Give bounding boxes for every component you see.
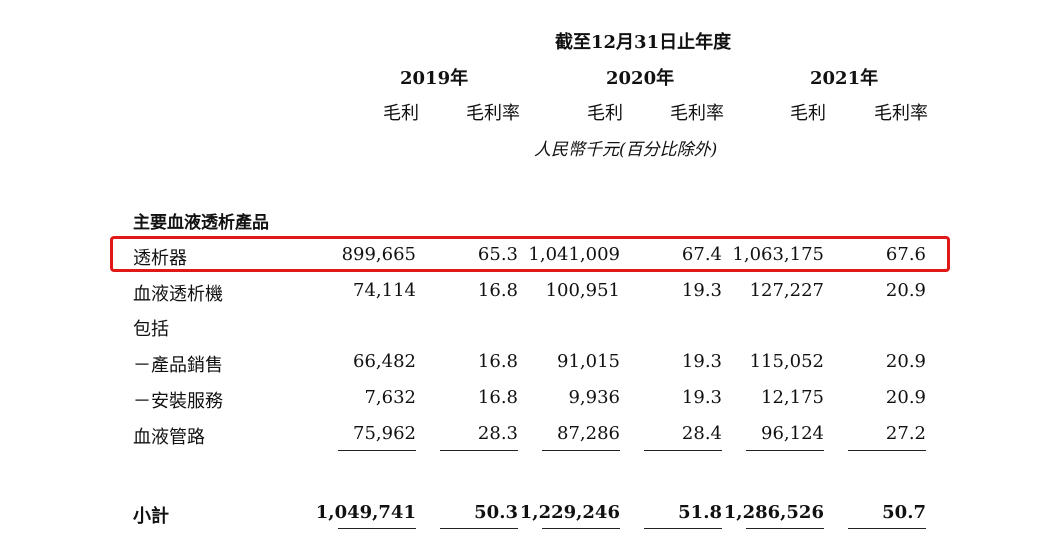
subtotal-cell: 50.7 [882,502,926,523]
divider-line [848,528,926,529]
divider-line [644,450,722,451]
divider-line [848,450,926,451]
table-cell: 115,052 [749,351,824,372]
table-cell: 96,124 [761,423,824,444]
row-label: －安裝服務 [133,391,223,412]
table-cell: 66,482 [353,351,416,372]
table-cell: 75,962 [353,423,416,444]
table-cell: 28.4 [681,423,722,444]
col-gross-profit-2021: 毛利 [790,103,826,124]
table-cell: 20.9 [885,387,926,408]
divider-line [440,528,518,529]
divider-line [746,528,824,529]
divider-line [644,528,722,529]
subtotal-cell: 51.8 [678,502,722,523]
subtotal-cell: 1,229,246 [519,502,620,523]
row-label: 包括 [133,319,169,340]
table-cell: 67.4 [681,244,722,265]
year-2020-header: 2020年 [606,68,675,89]
table-cell: 16.8 [477,387,518,408]
row-label: 血液管路 [133,427,205,448]
table-cell: 19.3 [681,351,722,372]
period-header: 截至12月31日止年度 [555,32,732,53]
table-cell: 91,015 [557,351,620,372]
row-label: 血液透析機 [133,284,223,305]
table-cell: 127,227 [749,280,824,301]
year-2021-header: 2021年 [810,68,879,89]
subtotal-cell: 1,286,526 [723,502,824,523]
table-cell: 16.8 [477,351,518,372]
table-cell: 1,041,009 [528,244,620,265]
divider-line [338,450,416,451]
col-gross-margin-2020: 毛利率 [670,103,724,124]
table-cell: 7,632 [364,387,416,408]
table-cell: 20.9 [885,351,926,372]
table-cell: 74,114 [353,280,416,301]
table-cell: 16.8 [477,280,518,301]
units-note: 人民幣千元(百分比除外) [534,140,718,160]
table-cell: 65.3 [477,244,518,265]
row-highlight-box [110,236,950,272]
table-cell: 100,951 [545,280,620,301]
divider-line [542,528,620,529]
divider-line [746,450,824,451]
table-cell: 87,286 [557,423,620,444]
divider-line [338,528,416,529]
table-cell: 12,175 [761,387,824,408]
subtotal-cell: 50.3 [474,502,518,523]
col-gross-margin-2021: 毛利率 [874,103,928,124]
divider-line [542,450,620,451]
table-cell: 27.2 [885,423,926,444]
table-cell: 20.9 [885,280,926,301]
row-label: 透析器 [133,248,187,269]
table-cell: 1,063,175 [732,244,824,265]
divider-line [440,450,518,451]
year-2019-header: 2019年 [400,68,469,89]
col-gross-profit-2020: 毛利 [587,103,623,124]
table-cell: 67.6 [885,244,926,265]
section-title: 主要血液透析產品 [133,213,269,233]
table-cell: 19.3 [681,387,722,408]
col-gross-margin-2019: 毛利率 [466,103,520,124]
table-cell: 899,665 [341,244,416,265]
table-cell: 28.3 [477,423,518,444]
table-cell: 19.3 [681,280,722,301]
row-label: －產品銷售 [133,355,223,376]
subtotal-label: 小計 [133,506,169,527]
col-gross-profit-2019: 毛利 [383,103,419,124]
table-cell: 9,936 [568,387,620,408]
subtotal-cell: 1,049,741 [315,502,416,523]
